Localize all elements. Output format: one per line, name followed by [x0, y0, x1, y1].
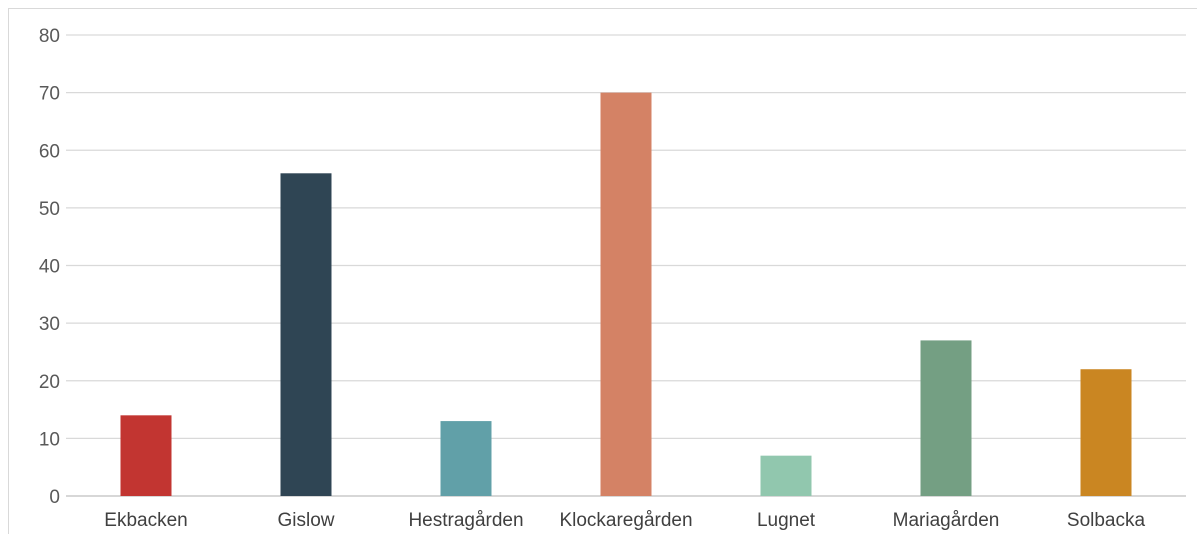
x-tick-label: Lugnet — [757, 510, 816, 531]
bar-hestragården — [440, 421, 492, 496]
y-tick-label: 30 — [39, 314, 60, 335]
y-tick-label: 40 — [39, 257, 60, 278]
y-tick-label: 50 — [39, 199, 60, 220]
x-tick-label: Klockaregården — [559, 510, 692, 531]
chart-frame-left — [8, 8, 9, 534]
bar-mariagården — [920, 340, 972, 496]
y-tick-label: 70 — [39, 84, 60, 105]
x-tick-label: Hestragården — [408, 510, 523, 531]
bar-lugnet — [760, 455, 812, 496]
x-tick-label: Mariagården — [893, 510, 1000, 531]
bar-klockaregården — [600, 92, 652, 496]
y-tick-label: 80 — [39, 26, 60, 47]
bar-ekbacken — [120, 415, 172, 496]
y-tick-label: 20 — [39, 372, 60, 393]
bar-solbacka — [1080, 369, 1132, 496]
y-tick-label: 60 — [39, 141, 60, 162]
x-tick-label: Solbacka — [1067, 510, 1146, 531]
chart-frame-top — [8, 8, 1197, 9]
y-tick-label: 0 — [49, 487, 60, 508]
bar-gislow — [280, 173, 332, 497]
x-tick-label: Ekbacken — [104, 510, 187, 531]
y-tick-label: 10 — [39, 429, 60, 450]
x-tick-label: Gislow — [277, 510, 334, 531]
